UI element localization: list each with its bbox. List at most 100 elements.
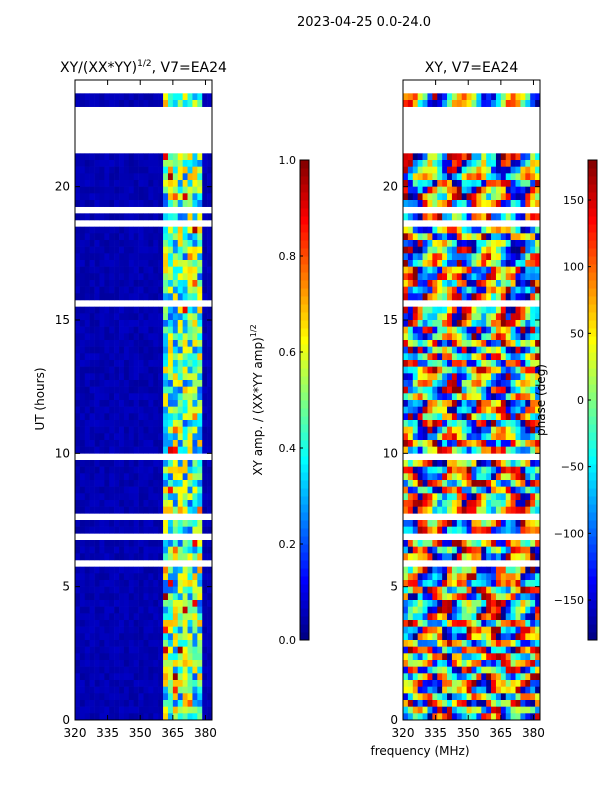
heatmap-cell <box>495 500 502 507</box>
heatmap-cell <box>535 626 541 634</box>
heatmap-cell <box>447 600 453 607</box>
heatmap-cell <box>437 673 443 681</box>
heatmap-cell <box>158 233 164 241</box>
heatmap-cell <box>182 166 188 174</box>
heatmap-cell <box>535 700 541 707</box>
heatmap-cell <box>109 546 115 554</box>
heatmap-cell <box>515 440 521 447</box>
heatmap-cell <box>177 100 183 107</box>
heatmap-cell <box>138 586 144 594</box>
heatmap-cell <box>207 413 213 421</box>
heatmap-cell <box>104 326 110 334</box>
heatmap-cell <box>412 413 418 421</box>
heatmap-cell <box>123 333 130 341</box>
heatmap-cell <box>456 713 463 721</box>
heatmap-cell <box>412 520 418 527</box>
heatmap-cell <box>138 366 144 374</box>
heatmap-cell <box>182 553 188 561</box>
heatmap-cell <box>187 93 193 101</box>
heatmap-cell <box>89 633 95 641</box>
heatmap-cell <box>510 200 516 207</box>
heatmap-cell <box>447 93 453 101</box>
heatmap-cell <box>481 540 487 547</box>
heatmap-cell <box>167 706 174 714</box>
heatmap-cell <box>510 713 516 721</box>
heatmap-cell <box>447 280 453 287</box>
heatmap-cell <box>84 260 90 267</box>
heatmap-cell <box>138 166 144 174</box>
heatmap-cell <box>99 506 105 514</box>
heatmap-cell <box>491 200 497 207</box>
heatmap-cell <box>167 313 174 321</box>
heatmap-cell <box>79 213 86 221</box>
heatmap-cell <box>437 653 443 661</box>
heatmap-cell <box>407 293 414 301</box>
heatmap-cell <box>495 506 502 514</box>
heatmap-cell <box>535 360 541 367</box>
heatmap-cell <box>172 526 179 534</box>
heatmap-cell <box>471 166 477 174</box>
heatmap-cell <box>432 373 438 381</box>
heatmap-cell <box>471 180 477 187</box>
heatmap-cell <box>148 346 154 354</box>
heatmap-cell <box>182 666 188 674</box>
heatmap-cell <box>172 626 179 634</box>
heatmap-cell <box>84 713 90 721</box>
heatmap-cell <box>437 380 443 387</box>
heatmap-cell <box>177 506 183 514</box>
heatmap-cell <box>437 440 443 447</box>
heatmap-cell <box>94 166 100 174</box>
heatmap-cell <box>442 633 448 641</box>
heatmap-cell <box>520 653 526 661</box>
heatmap-cell <box>79 233 86 241</box>
heatmap-cell <box>466 640 472 647</box>
heatmap-cell <box>456 240 463 247</box>
heatmap-cell <box>192 686 198 694</box>
heatmap-cell <box>447 573 453 581</box>
heatmap-cell <box>197 266 203 274</box>
heatmap-cell <box>153 626 159 634</box>
heatmap-cell <box>407 433 414 441</box>
heatmap-cell <box>466 360 472 367</box>
heatmap-cell <box>182 653 188 661</box>
heatmap-cell <box>84 426 90 434</box>
heatmap-cell <box>143 626 149 634</box>
colorbar-segment <box>588 336 597 345</box>
colorbar-segment <box>300 560 309 569</box>
heatmap-cell <box>192 646 198 654</box>
heatmap-cell <box>89 193 95 201</box>
heatmap-cell <box>153 506 159 514</box>
heatmap-cell <box>407 666 414 674</box>
heatmap-cell <box>461 673 467 681</box>
heatmap-cell <box>89 600 95 607</box>
heatmap-cell <box>500 420 507 427</box>
heatmap-cell <box>530 100 536 107</box>
heatmap-cell <box>510 620 516 627</box>
heatmap-cell <box>476 566 482 574</box>
heatmap-cell <box>99 320 105 327</box>
heatmap-cell <box>403 93 409 101</box>
colorbar-tick-label: 0.6 <box>279 346 297 359</box>
heatmap-cell <box>456 580 463 587</box>
heatmap-cell <box>123 186 130 194</box>
heatmap-cell <box>167 600 174 607</box>
heatmap-cell <box>412 493 418 501</box>
heatmap-cell <box>520 420 526 427</box>
heatmap-cell <box>495 420 502 427</box>
heatmap-cell <box>167 553 174 561</box>
heatmap-cell <box>128 526 135 534</box>
heatmap-cell <box>172 386 179 394</box>
heatmap-cell <box>153 666 159 674</box>
heatmap-cell <box>471 626 477 634</box>
heatmap-cell <box>167 460 174 467</box>
heatmap-cell <box>437 426 443 434</box>
heatmap-cell <box>481 573 487 581</box>
heatmap-cell <box>525 160 531 167</box>
heatmap-cell <box>143 433 149 441</box>
colorbar-segment <box>588 592 597 601</box>
heatmap-cell <box>153 440 159 447</box>
heatmap-cell <box>167 426 174 434</box>
heatmap-cell <box>520 620 526 627</box>
heatmap-cell <box>491 100 497 107</box>
heatmap-cell <box>481 460 487 467</box>
